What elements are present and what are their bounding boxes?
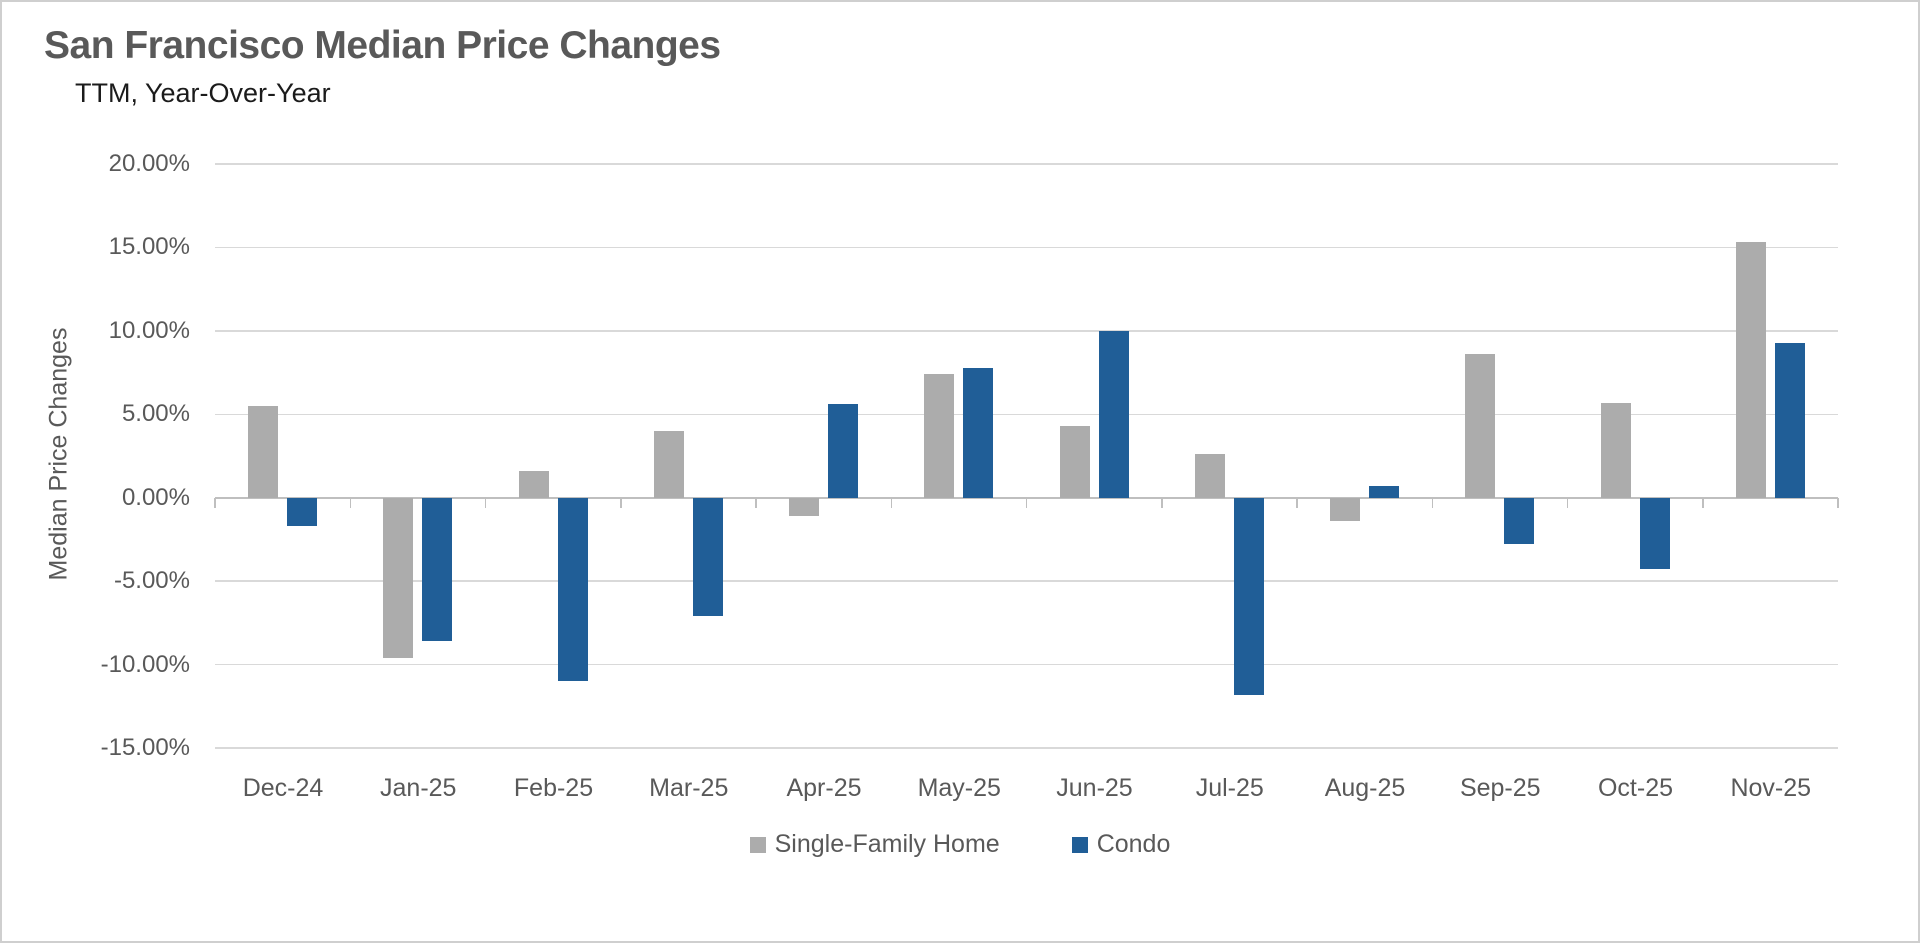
legend-item-single-family-home: Single-Family Home <box>749 830 1000 859</box>
gridline-10-00 <box>215 330 1838 332</box>
bar-single-family-home-jun-25 <box>1059 425 1090 498</box>
bar-single-family-home-apr-25 <box>789 497 820 517</box>
gridline-15-00 <box>215 246 1838 249</box>
x-tick-label-feb-25: Feb-25 <box>513 774 594 802</box>
y-tick-label-5-00: 5.00% <box>121 400 190 428</box>
x-axis-boundary-tick <box>214 497 216 508</box>
bar-single-family-home-feb-25 <box>518 471 549 498</box>
chart-title: San Francisco Median Price Changes <box>44 24 721 67</box>
x-axis-boundary-tick <box>1161 497 1163 508</box>
bar-condo-jul-25 <box>1233 497 1264 695</box>
x-axis-boundary-tick <box>484 497 487 508</box>
gridline-5-00 <box>215 413 1838 416</box>
legend-swatch-condo <box>1071 836 1088 853</box>
x-tick-label-jun-25: Jun-25 <box>1056 774 1133 802</box>
y-tick-label-0-00: 0.00% <box>121 483 190 511</box>
x-tick-label-jul-25: Jul-25 <box>1195 774 1264 802</box>
legend-swatch-single-family-home <box>749 836 766 853</box>
x-axis-boundary-tick <box>755 497 757 508</box>
bar-condo-jan-25 <box>422 497 453 642</box>
x-axis-boundary-tick <box>1025 497 1028 508</box>
bar-single-family-home-jan-25 <box>383 497 414 658</box>
y-tick-label-15-00: 15.00% <box>108 233 190 261</box>
gridline-5-00 <box>215 580 1838 582</box>
x-tick-label-dec-24: Dec-24 <box>242 774 324 802</box>
gridline-15-00 <box>215 747 1838 749</box>
x-tick-label-nov-25: Nov-25 <box>1730 774 1812 802</box>
x-axis-boundary-tick <box>1296 497 1298 508</box>
x-axis-boundary-tick <box>1566 497 1569 508</box>
x-axis-boundary-tick <box>620 497 622 508</box>
x-axis-boundary-tick <box>1837 497 1839 508</box>
bar-single-family-home-may-25 <box>924 374 955 498</box>
bar-single-family-home-nov-25 <box>1735 242 1766 498</box>
y-tick-label-5-00: -5.00% <box>113 567 190 595</box>
bar-single-family-home-sep-25 <box>1465 354 1496 498</box>
y-tick-label-10-00: -10.00% <box>100 650 190 678</box>
bar-single-family-home-mar-25 <box>653 430 684 498</box>
bar-single-family-home-dec-24 <box>248 405 279 498</box>
bar-condo-aug-25 <box>1369 486 1400 498</box>
gridline-20-00 <box>215 163 1838 165</box>
x-axis-boundary-tick <box>1431 497 1433 508</box>
gridline-10-00 <box>215 663 1838 666</box>
bar-single-family-home-aug-25 <box>1330 497 1361 522</box>
x-tick-label-mar-25: Mar-25 <box>649 774 729 802</box>
y-tick-label-10-00: 10.00% <box>108 316 190 344</box>
x-axis-boundary-tick <box>1702 497 1704 508</box>
plot-area <box>214 163 1839 749</box>
bar-condo-dec-24 <box>287 497 318 527</box>
bar-condo-feb-25 <box>557 497 588 682</box>
y-axis-title: Median Price Changes <box>44 327 73 581</box>
bar-condo-apr-25 <box>828 404 859 498</box>
y-tick-label-15-00: -15.00% <box>100 734 190 761</box>
chart-legend: Single-Family Home Condo <box>2 830 1918 859</box>
x-tick-label-aug-25: Aug-25 <box>1324 774 1406 802</box>
legend-item-condo: Condo <box>1071 830 1171 859</box>
y-tick-label-20-00: 20.00% <box>108 150 190 177</box>
bar-condo-nov-25 <box>1774 342 1805 498</box>
legend-label-single-family-home: Single-Family Home <box>774 830 1000 858</box>
x-tick-label-oct-25: Oct-25 <box>1597 774 1674 802</box>
bar-condo-sep-25 <box>1504 497 1535 545</box>
x-axis-boundary-tick <box>349 497 351 508</box>
bar-condo-may-25 <box>963 367 994 498</box>
x-tick-label-may-25: May-25 <box>917 774 1001 802</box>
bar-condo-mar-25 <box>692 497 723 617</box>
x-tick-label-apr-25: Apr-25 <box>786 774 862 802</box>
x-tick-label-sep-25: Sep-25 <box>1459 774 1541 802</box>
bar-single-family-home-jul-25 <box>1194 454 1225 498</box>
bar-condo-oct-25 <box>1639 497 1670 570</box>
x-tick-label-jan-25: Jan-25 <box>380 774 457 802</box>
x-axis-boundary-tick <box>890 497 892 508</box>
bar-single-family-home-oct-25 <box>1600 402 1631 498</box>
bar-condo-jun-25 <box>1098 330 1129 498</box>
chart-subtitle: TTM, Year-Over-Year <box>75 78 331 108</box>
legend-label-condo: Condo <box>1096 830 1171 858</box>
